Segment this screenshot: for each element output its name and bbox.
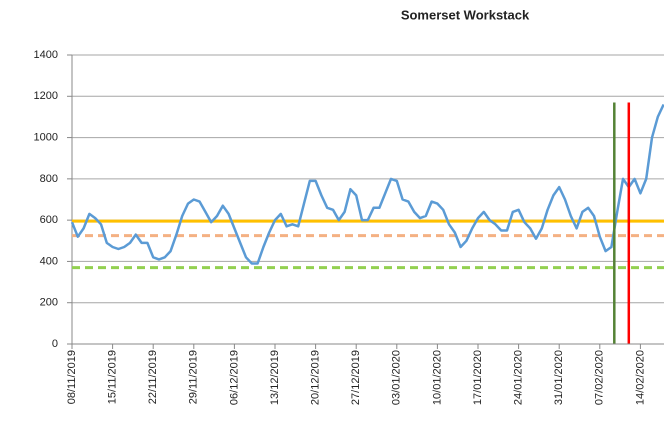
x-tick-label: 03/01/2020 bbox=[391, 350, 403, 405]
x-tick-label: 31/01/2020 bbox=[553, 350, 565, 405]
x-tick-label: 15/11/2019 bbox=[107, 350, 119, 404]
x-tick-label: 14/02/2020 bbox=[634, 350, 646, 405]
y-tick-label: 1200 bbox=[34, 90, 58, 102]
line-series bbox=[70, 103, 664, 265]
x-tick-label: 24/01/2020 bbox=[513, 350, 525, 405]
x-tick-label: 22/11/2019 bbox=[147, 350, 159, 404]
y-tick-label: 0 bbox=[52, 338, 58, 350]
x-tick-label: 07/02/2020 bbox=[594, 350, 606, 405]
x-tick-label: 13/12/2019 bbox=[269, 350, 281, 405]
y-tick-label: 600 bbox=[40, 214, 58, 226]
y-tick-label: 200 bbox=[40, 297, 58, 309]
y-tick-label: 1400 bbox=[34, 49, 58, 61]
y-tick-label: 800 bbox=[40, 173, 58, 185]
x-tick-label: 06/12/2019 bbox=[228, 350, 240, 405]
x-tick-label: 27/12/2019 bbox=[350, 350, 362, 405]
x-tick-label: 20/12/2019 bbox=[310, 350, 322, 405]
chart-title: Somerset Workstack bbox=[401, 7, 530, 22]
x-tick-label: 08/11/2019 bbox=[66, 350, 78, 404]
y-tick-label: 1000 bbox=[34, 131, 58, 143]
x-tick-label: 17/01/2020 bbox=[472, 350, 484, 405]
y-tick-label: 400 bbox=[40, 255, 58, 267]
x-tick-label: 29/11/2019 bbox=[188, 350, 200, 404]
x-tick-label: 10/01/2020 bbox=[431, 350, 443, 405]
